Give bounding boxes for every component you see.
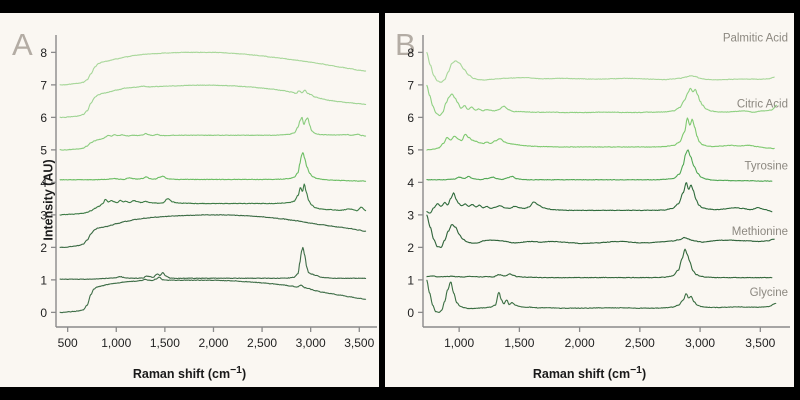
x-tick-label: 2,000 [565, 336, 595, 350]
spectrum-trace-glycine [426, 279, 777, 313]
y-tick-label: 8 [407, 46, 414, 60]
x-tick-label: 2,000 [198, 336, 228, 350]
x-tick-label: 2,500 [247, 336, 277, 350]
trace-label-methionine: Methionine [732, 226, 788, 238]
y-tick-label: 3 [40, 208, 47, 222]
spectrum-trace-5 [59, 183, 367, 216]
x-tick-label: 1,500 [150, 336, 180, 350]
spectrum-trace-1 [59, 51, 367, 86]
x-tick-label: 3,500 [344, 336, 374, 350]
panel-b-x-axis-label-text: Raman shift (cm−1) [532, 365, 647, 382]
spectrum-trace-7 [59, 246, 367, 281]
y-tick-label: 1 [40, 273, 47, 287]
spectrum-trace-sucrose [426, 84, 778, 117]
y-tick-label: 2 [407, 241, 414, 255]
spectrum-trace-palmitic-acid [426, 149, 773, 182]
trace-label-palmitic-acid: Palmitic Acid [723, 32, 788, 44]
x-tick-label: 3,000 [296, 336, 326, 350]
y-tick-label: 0 [407, 306, 414, 320]
spectrum-trace-methylcellulose [426, 51, 775, 83]
spectrum-trace-citric-acid [426, 182, 773, 214]
x-tick-label: 3,500 [745, 336, 775, 350]
x-tick-label: 1,500 [504, 336, 534, 350]
panel-a-plot: 0 1 2 3 4 5 6 7 8 500 1,000 1,500 2,000 2,500 3,000 3,5… [40, 35, 377, 350]
panel-b-x-axis-label: Raman shift (cm−1) [385, 365, 794, 381]
x-tick-label: 3,000 [685, 336, 715, 350]
y-tick-label: 5 [407, 143, 414, 157]
y-tick-label: 8 [40, 46, 47, 60]
y-tick-label: 5 [40, 143, 47, 157]
spectrum-trace-4 [59, 152, 367, 182]
y-tick-label: 7 [407, 78, 414, 92]
panel-b-plot: 0 1 2 3 4 5 6 7 8 1,000 1,500 2,000 2,500 3,000 3,500 M… [407, 32, 790, 350]
spectrum-trace-2 [59, 84, 367, 119]
spectrum-trace-3 [59, 116, 367, 151]
trace-label-glycine: Glycine [750, 287, 788, 299]
panel-a: A Intensity (AU) 0 1 2 3 4 5 6 7 8 500 1,000 1,500 2… [0, 13, 379, 387]
y-tick-label: 2 [40, 241, 47, 255]
y-tick-label: 6 [40, 111, 47, 125]
x-tick-label: 2,500 [625, 336, 655, 350]
spectrum-trace-glucose [426, 117, 775, 151]
panel-b-letter: B [395, 27, 416, 62]
spectrum-trace-6 [59, 214, 367, 249]
spectrum-trace-tyrosine [426, 214, 775, 249]
y-tick-label: 6 [407, 111, 414, 125]
panel-b: B 0 1 2 3 4 5 6 7 8 1,000 1,500 2,000 2,500 3,000 3,50… [385, 13, 794, 387]
trace-label-citric-acid: Citric Acid [737, 99, 788, 111]
y-tick-label: 7 [40, 78, 47, 92]
spectrum-trace-methionine [426, 248, 773, 279]
y-tick-label: 4 [40, 176, 47, 190]
y-tick-label: 1 [407, 273, 414, 287]
spectrum-trace-8 [59, 276, 367, 314]
y-tick-label: 3 [407, 208, 414, 222]
y-tick-label: 0 [40, 306, 47, 320]
trace-label-tyrosine: Tyrosine [745, 160, 788, 172]
x-tick-label: 1,000 [444, 336, 474, 350]
panel-a-letter: A [12, 27, 33, 62]
panel-a-x-axis-label: Raman shift (cm−1) [0, 365, 379, 381]
x-tick-label: 500 [58, 336, 78, 350]
panel-a-x-axis-label-text: Raman shift (cm−1) [132, 365, 247, 382]
y-tick-label: 4 [407, 176, 414, 190]
x-tick-label: 1,000 [101, 336, 131, 350]
